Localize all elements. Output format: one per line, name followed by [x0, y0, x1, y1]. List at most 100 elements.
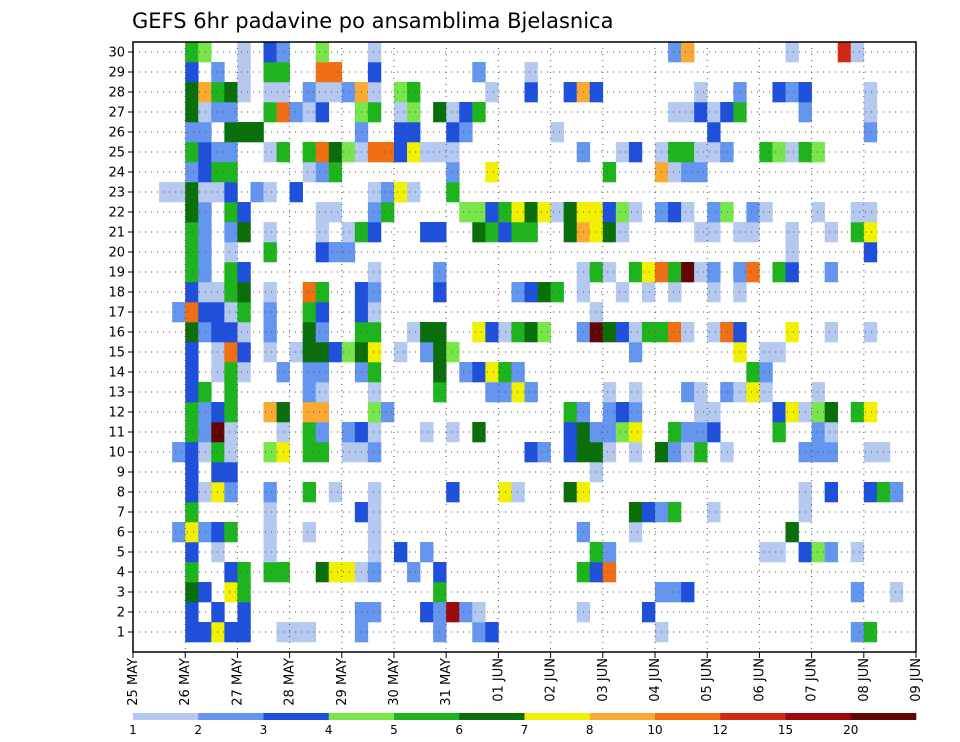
x-tick-label: 07 JUN	[805, 658, 820, 702]
heatmap-cell	[328, 202, 343, 223]
heatmap-cell	[472, 222, 486, 243]
heatmap-cell	[485, 162, 499, 183]
colorbar-label: 2	[194, 723, 202, 737]
heatmap-cell	[185, 382, 199, 403]
heatmap-cell	[185, 542, 199, 563]
heatmap-cell	[589, 542, 604, 563]
heatmap-cell	[589, 462, 604, 483]
heatmap-cell	[511, 322, 525, 343]
heatmap-cell	[237, 262, 251, 283]
heatmap-cell	[185, 442, 199, 463]
heatmap-cell	[185, 182, 199, 203]
x-tick-label: 04 JUN	[648, 658, 663, 702]
heatmap-cell	[263, 522, 277, 543]
heatmap-cell	[367, 202, 382, 223]
heatmap-cell	[589, 562, 604, 583]
heatmap-cell	[511, 382, 525, 403]
heatmap-cell	[224, 302, 238, 323]
heatmap-cell	[302, 522, 316, 543]
heatmap-cell	[641, 502, 656, 523]
heatmap-cell	[302, 362, 316, 383]
heatmap-cell	[315, 322, 330, 343]
y-tick-label: 14	[108, 366, 125, 381]
y-tick-label: 21	[108, 226, 125, 241]
heatmap-cell	[707, 502, 721, 523]
heatmap-cell	[785, 242, 799, 263]
heatmap-cell	[628, 322, 643, 343]
heatmap-cell	[198, 242, 212, 263]
heatmap-cell	[237, 122, 251, 143]
heatmap-cell	[889, 482, 904, 503]
heatmap-cell	[485, 222, 499, 243]
heatmap-cell	[315, 202, 330, 223]
heatmap-cell	[811, 422, 825, 443]
heatmap-cell	[668, 202, 682, 223]
colorbar-label: 5	[390, 723, 398, 737]
x-tick-label: 29 MAY	[335, 658, 350, 706]
heatmap-cell	[472, 202, 486, 223]
heatmap-cell	[485, 622, 499, 643]
heatmap-cell	[628, 142, 643, 163]
heatmap-cell	[185, 222, 199, 243]
heatmap-cell	[237, 322, 251, 343]
y-tick-label: 28	[108, 86, 125, 101]
heatmap-cell	[707, 202, 721, 223]
heatmap-cell	[263, 442, 277, 463]
heatmap-cell	[263, 482, 277, 503]
heatmap-cell	[720, 202, 734, 223]
heatmap-cell	[628, 442, 643, 463]
heatmap-cell	[394, 102, 408, 123]
heatmap-cell	[681, 102, 695, 123]
y-tick-label: 19	[108, 266, 125, 281]
x-tick-label: 09 JUN	[909, 658, 924, 702]
heatmap-cell	[446, 342, 460, 363]
heatmap-cell	[785, 42, 799, 63]
colorbar-label: 12	[713, 723, 728, 737]
heatmap-cell	[224, 222, 238, 243]
heatmap-cell	[328, 62, 343, 83]
heatmap-cell	[615, 422, 630, 443]
heatmap-cell	[707, 402, 721, 423]
heatmap-cell	[185, 562, 199, 583]
heatmap-cell	[472, 322, 486, 343]
heatmap-cell	[720, 442, 734, 463]
colorbar-segment	[720, 713, 786, 720]
heatmap-cell	[811, 442, 825, 463]
x-tick-label: 03 JUN	[596, 658, 611, 702]
heatmap-cell	[863, 242, 878, 263]
heatmap-cell	[785, 82, 799, 103]
y-tick-label: 7	[117, 506, 125, 521]
heatmap-cell	[563, 82, 577, 103]
heatmap-cell	[511, 362, 525, 383]
heatmap-cell	[524, 442, 538, 463]
heatmap-cell	[289, 342, 303, 363]
heatmap-cell	[263, 502, 277, 523]
heatmap-cell	[850, 582, 865, 603]
heatmap-cell	[302, 162, 316, 183]
x-axis: 25 MAY 26 MAY 27 MAY 28 MAY 29 MAY 30 MAY 31 M…	[126, 652, 924, 706]
heatmap-cell	[707, 282, 721, 303]
heatmap-cell	[341, 442, 356, 463]
heatmap-cell	[602, 382, 617, 403]
heatmap-cell	[302, 102, 316, 123]
colorbar-segment	[524, 713, 591, 720]
heatmap-cell	[302, 342, 316, 363]
heatmap-cell	[302, 322, 316, 343]
heatmap-cell	[824, 402, 838, 423]
heatmap-cell	[811, 142, 825, 163]
heatmap-cell	[367, 62, 382, 83]
heatmap-cell	[328, 482, 343, 503]
y-tick-label: 2	[117, 606, 125, 621]
heatmap-cell	[263, 42, 277, 63]
heatmap-cell	[315, 82, 330, 103]
heatmap-cells	[159, 42, 904, 643]
heatmap-cell	[641, 602, 656, 623]
y-tick-label: 9	[117, 466, 125, 481]
heatmap-cell	[863, 402, 878, 423]
heatmap-cell	[315, 442, 330, 463]
heatmap-cell	[537, 322, 551, 343]
heatmap-cell	[302, 302, 316, 323]
heatmap-cell	[772, 422, 786, 443]
y-tick-label: 11	[108, 426, 125, 441]
heatmap-cell	[420, 222, 434, 243]
